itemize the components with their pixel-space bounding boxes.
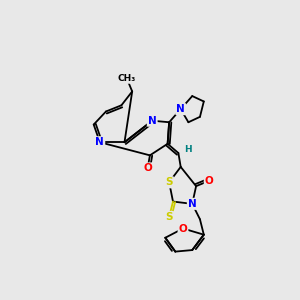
Text: N: N bbox=[148, 116, 157, 126]
Text: N: N bbox=[176, 104, 185, 114]
Text: S: S bbox=[165, 212, 173, 222]
Text: O: O bbox=[205, 176, 214, 186]
Text: CH₃: CH₃ bbox=[118, 74, 136, 83]
Text: O: O bbox=[178, 224, 188, 233]
Text: N: N bbox=[95, 137, 104, 147]
Text: S: S bbox=[165, 177, 173, 187]
Text: H: H bbox=[184, 146, 192, 154]
Text: N: N bbox=[188, 199, 197, 209]
Text: O: O bbox=[143, 164, 152, 173]
